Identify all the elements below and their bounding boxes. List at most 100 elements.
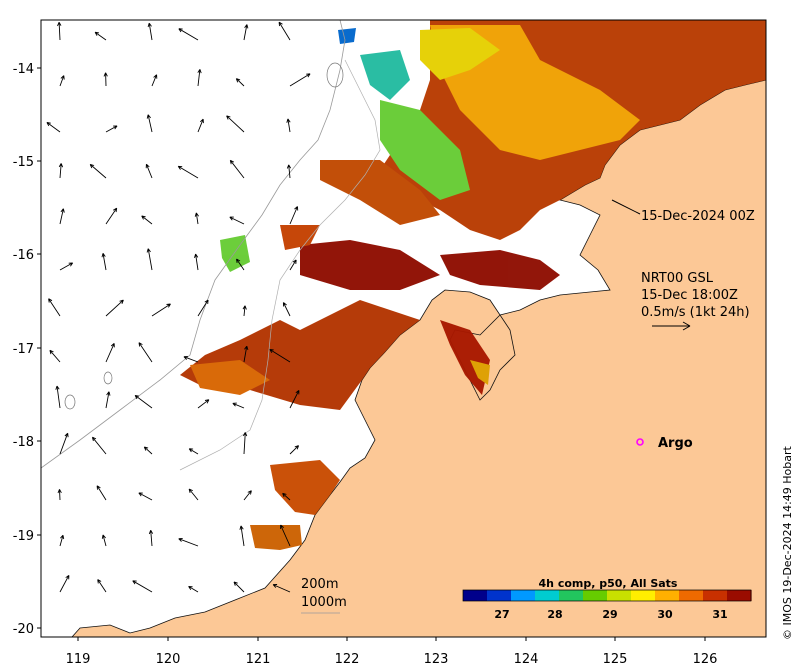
current-arrow xyxy=(229,216,245,225)
current-arrow xyxy=(226,115,245,133)
current-arrow xyxy=(59,432,69,455)
current-arrow xyxy=(57,489,62,501)
colorbar-swatch xyxy=(607,590,632,601)
current-arrow xyxy=(146,248,153,271)
current-time-label: 15-Dec 18:00Z xyxy=(641,288,738,303)
current-arrow xyxy=(148,529,154,547)
current-arrow xyxy=(188,585,199,593)
x-tick-label: 123 xyxy=(424,652,449,667)
current-arrow xyxy=(243,24,249,41)
bathy-200-label: 200m xyxy=(301,577,338,592)
colorbar-tick-label: 31 xyxy=(712,608,727,621)
colorbar-tick-label: 30 xyxy=(657,608,673,621)
current-arrow xyxy=(57,21,62,41)
current-arrow xyxy=(286,118,291,133)
current-arrow xyxy=(132,580,153,593)
current-arrow xyxy=(101,253,107,271)
current-arrow xyxy=(59,75,65,87)
current-arrow xyxy=(194,253,199,271)
current-source-label: NRT00 GSL xyxy=(641,271,714,286)
x-tick-label: 121 xyxy=(246,652,271,667)
current-arrow xyxy=(243,490,252,501)
colorbar-swatch xyxy=(559,590,584,601)
sst-patches xyxy=(180,20,766,550)
land-mass xyxy=(71,20,766,637)
current-arrow xyxy=(242,305,247,317)
current-arrow xyxy=(278,21,291,41)
current-arrow xyxy=(91,436,107,455)
current-arrow xyxy=(280,524,291,547)
current-arrow xyxy=(286,164,292,179)
colorbar: 4h comp, p50, All Sats 27 28 29 30 31 xyxy=(462,577,752,621)
bathy-1000-label: 1000m xyxy=(301,595,347,610)
current-arrow xyxy=(239,525,245,547)
current-arrow xyxy=(289,259,297,271)
colorbar-swatch xyxy=(655,590,680,601)
current-arrow xyxy=(96,485,107,501)
current-arrow xyxy=(59,574,70,593)
colorbar-tick-label: 28 xyxy=(547,608,562,621)
current-arrow xyxy=(269,348,291,363)
current-arrow xyxy=(197,118,204,133)
current-arrow xyxy=(232,402,245,409)
x-tick-label: 125 xyxy=(603,652,628,667)
current-arrow xyxy=(138,492,153,501)
current-arrow xyxy=(197,399,210,409)
current-arrow xyxy=(289,73,311,87)
x-tick-label: 120 xyxy=(156,652,181,667)
current-arrow xyxy=(55,385,61,409)
current-arrow xyxy=(197,299,209,317)
current-arrow xyxy=(178,28,199,41)
current-arrow xyxy=(97,579,107,593)
current-arrow xyxy=(143,446,153,455)
colorbar-swatch xyxy=(511,590,536,601)
current-arrow xyxy=(177,165,199,179)
current-arrow xyxy=(46,121,61,133)
current-arrow xyxy=(235,78,245,87)
colorbar-tick-label: 27 xyxy=(494,608,509,621)
current-arrow xyxy=(282,492,291,501)
x-tick-label: 122 xyxy=(335,652,360,667)
current-arrow xyxy=(134,394,153,409)
current-arrow xyxy=(151,303,171,317)
current-arrow xyxy=(105,391,111,409)
current-arrow xyxy=(103,72,108,87)
y-axis: -14 -15 -16 -17 -18 -19 -20 xyxy=(13,62,41,637)
current-arrow xyxy=(59,262,74,271)
current-arrow xyxy=(101,534,107,547)
x-tick-label: 126 xyxy=(693,652,718,667)
current-arrow xyxy=(145,163,153,179)
current-arrow xyxy=(105,343,115,363)
current-arrow xyxy=(151,74,158,87)
current-arrow xyxy=(178,537,199,547)
colorbar-gradient xyxy=(463,590,752,601)
current-arrow xyxy=(94,31,107,41)
colorbar-tick-label: 29 xyxy=(602,608,617,621)
x-tick-label: 119 xyxy=(66,652,91,667)
y-tick-label: -17 xyxy=(13,342,34,357)
y-tick-label: -20 xyxy=(13,622,34,637)
bathy-contour-200 xyxy=(179,59,381,471)
current-arrow xyxy=(272,584,291,593)
colorbar-swatch xyxy=(727,590,752,601)
current-scale-label: 0.5m/s (1kt 24h) xyxy=(641,305,750,320)
colorbar-swatch xyxy=(463,590,488,601)
current-arrow xyxy=(183,355,199,363)
current-arrow xyxy=(105,207,118,225)
current-arrow xyxy=(89,163,107,179)
current-arrow xyxy=(243,345,249,363)
current-arrow xyxy=(105,299,124,317)
current-arrow xyxy=(236,258,245,271)
current-arrow xyxy=(48,298,61,317)
current-arrow xyxy=(229,159,245,179)
y-tick-label: -16 xyxy=(13,248,34,263)
copyright-text: © IMOS 19-Dec-2024 14:49 Hobart xyxy=(781,446,794,640)
scale-arrow-icon xyxy=(652,321,691,331)
y-tick-label: -18 xyxy=(13,435,34,450)
current-arrow xyxy=(59,534,65,547)
colorbar-swatch xyxy=(631,590,656,601)
colorbar-swatch xyxy=(703,590,728,601)
current-arrow xyxy=(59,208,65,225)
current-arrow xyxy=(188,488,199,501)
